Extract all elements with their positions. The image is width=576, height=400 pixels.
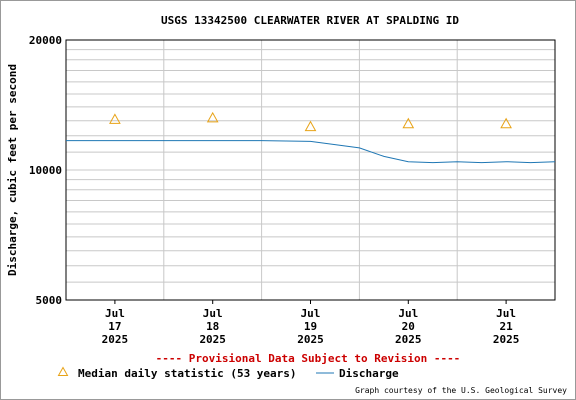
- x-tick-day: 21: [499, 320, 513, 333]
- y-tick-label: 20000: [29, 34, 62, 47]
- provisional-note: ---- Provisional Data Subject to Revisio…: [156, 352, 461, 365]
- x-tick-year: 2025: [199, 333, 226, 346]
- x-tick-month: Jul: [398, 307, 418, 320]
- chart-title: USGS 13342500 CLEARWATER RIVER AT SPALDI…: [161, 14, 459, 27]
- y-axis-label: Discharge, cubic feet per second: [6, 64, 19, 276]
- median-triangle-marker: [206, 111, 219, 123]
- legend-median-label: Median daily statistic (53 years): [78, 367, 297, 380]
- discharge-line: [66, 140, 556, 164]
- x-tick-month: Jul: [496, 307, 516, 320]
- grid-lines: [66, 40, 555, 300]
- median-triangle-marker: [109, 113, 121, 124]
- x-tick-year: 2025: [297, 333, 324, 346]
- x-tick-year: 2025: [102, 333, 129, 346]
- x-tick-month: Jul: [301, 307, 321, 320]
- x-tick-day: 20: [402, 320, 415, 333]
- legend-median-marker: [57, 366, 69, 376]
- legend-discharge-label: Discharge: [339, 367, 399, 380]
- y-axis-ticks: 20000 10000 5000: [29, 34, 62, 307]
- median-triangle-marker: [304, 120, 317, 132]
- y-tick-label: 5000: [36, 294, 63, 307]
- series-layer: [66, 111, 556, 164]
- legend: Median daily statistic (53 years) Discha…: [57, 366, 399, 380]
- x-axis-ticks: Jul172025Jul182025Jul192025Jul202025Jul2…: [102, 300, 520, 346]
- x-tick-year: 2025: [493, 333, 520, 346]
- x-tick-month: Jul: [203, 307, 223, 320]
- median-triangle-marker: [500, 117, 512, 129]
- x-tick-year: 2025: [395, 333, 422, 346]
- y-tick-label: 10000: [29, 164, 62, 177]
- x-tick-day: 18: [206, 320, 219, 333]
- credit-text: Graph courtesy of the U.S. Geological Su…: [355, 386, 567, 395]
- x-tick-day: 19: [304, 320, 317, 333]
- x-tick-month: Jul: [105, 307, 125, 320]
- median-triangle-marker: [402, 117, 415, 129]
- x-tick-day: 17: [108, 320, 121, 333]
